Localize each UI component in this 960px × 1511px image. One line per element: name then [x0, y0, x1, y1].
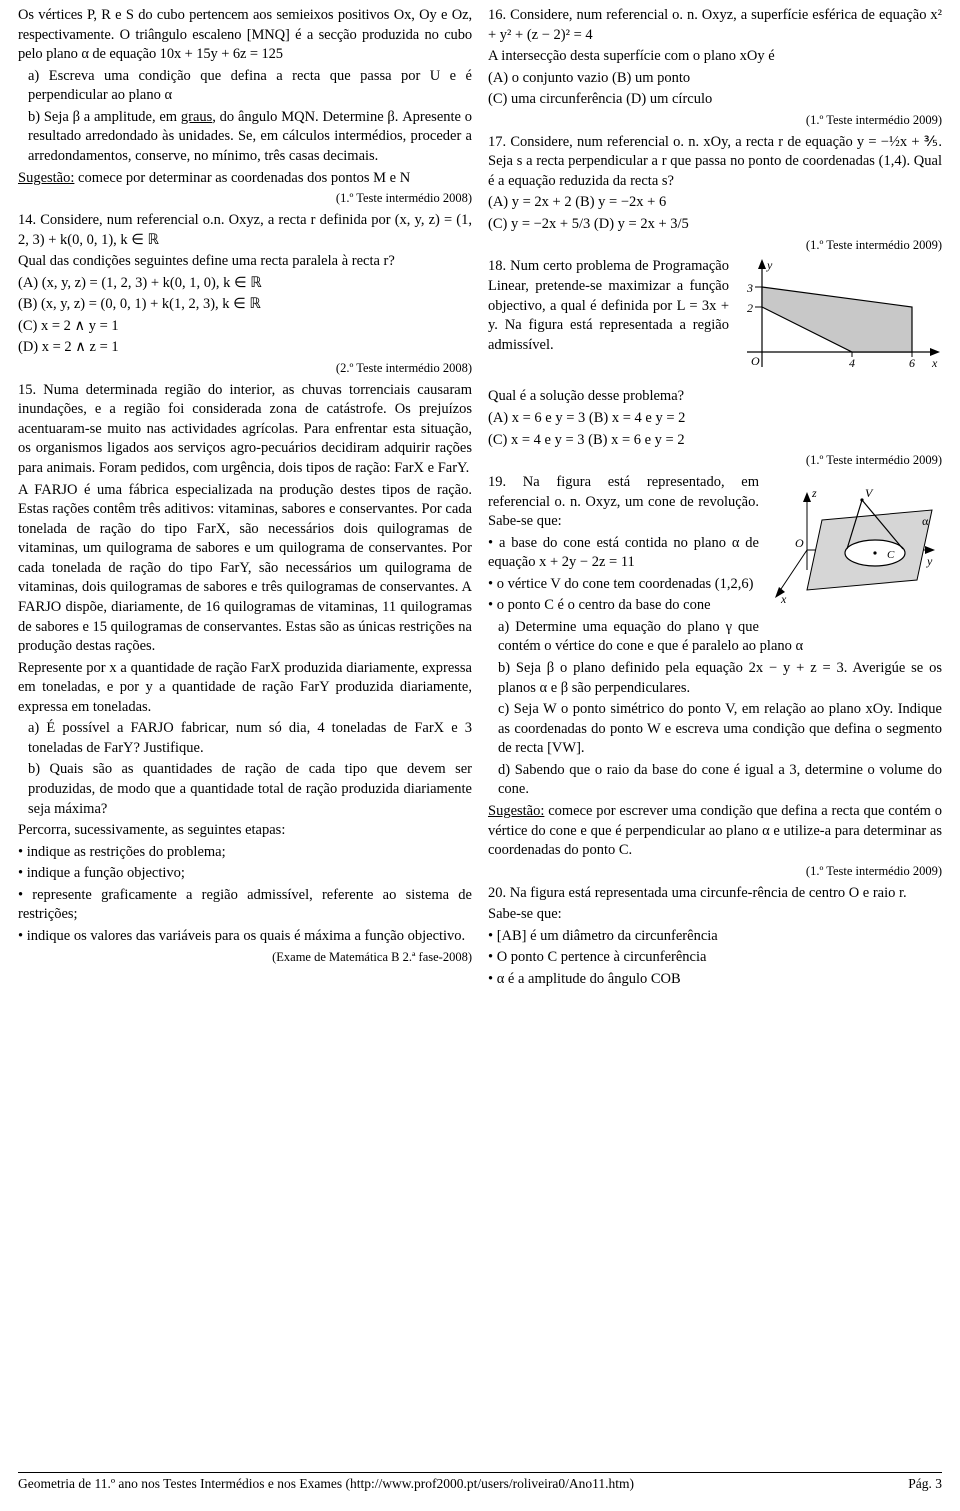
- q17-source: (1.º Teste intermédio 2009): [488, 237, 942, 254]
- q17-A: (A) y = 2x + 2 (B) y = −2x + 6: [488, 193, 942, 213]
- q15-p3: Represente por x a quantidade de ração F…: [18, 659, 472, 718]
- q18-q: Qual é a solução desse problema?: [488, 387, 942, 407]
- q19-i: Sugestão: comece por escrever uma condiç…: [488, 802, 942, 861]
- q19-figure: z y x O α C V: [767, 475, 942, 620]
- svg-text:y: y: [926, 554, 933, 568]
- q18-A: (A) x = 6 e y = 3 (B) x = 4 e y = 2: [488, 409, 942, 429]
- q19-h: d) Sabendo que o raio da base do cone é …: [498, 761, 942, 800]
- q15-e4: • indique os valores das variáveis para …: [18, 927, 472, 947]
- q18-figure: 3 2 O 4 6 x y: [737, 257, 942, 387]
- sug-text: comece por determinar as coordenadas dos…: [74, 170, 410, 186]
- q13-b: b) Seja β a amplitude, em graus, do ângu…: [28, 108, 472, 167]
- q13-source: (1.º Teste intermédio 2008): [18, 190, 472, 207]
- q18-body: 18. Num certo problema de Programação Li…: [488, 258, 729, 352]
- left-column: Os vértices P, R e S do cubo pertencem a…: [18, 6, 472, 991]
- q14-D: (D) x = 2 ∧ z = 1: [18, 338, 472, 358]
- q16-b: A intersecção desta superfície com o pla…: [488, 47, 942, 67]
- svg-text:6: 6: [909, 356, 915, 370]
- q19-sug-text: comece por escrever uma condição que def…: [488, 803, 942, 858]
- svg-text:x: x: [780, 592, 787, 606]
- q15-e1: • indique as restrições do problema;: [18, 843, 472, 863]
- q18-text: 18. Num certo problema de Programação Li…: [488, 257, 729, 387]
- q14: 14. Considere, num referencial o.n. Oxyz…: [18, 211, 472, 250]
- q18-source: (1.º Teste intermédio 2009): [488, 452, 942, 469]
- q19-e: a) Determine uma equação do plano γ que …: [498, 618, 942, 657]
- q16-c: (A) o conjunto vazio (B) um ponto: [488, 69, 942, 89]
- q17-B: (C) y = −2x + 5/3 (D) y = 2x + 3/5: [488, 215, 942, 235]
- q18-B: (C) x = 4 e y = 3 (B) x = 6 e y = 2: [488, 431, 942, 451]
- q15-e2: • indique a função objectivo;: [18, 864, 472, 884]
- q14-source: (2.º Teste intermédio 2008): [18, 360, 472, 377]
- q15-b: b) Quais são as quantidades de ração de …: [28, 760, 472, 819]
- q19-block: z y x O α C V 19. N: [488, 473, 942, 880]
- svg-text:2: 2: [747, 301, 753, 315]
- svg-text:α: α: [922, 514, 929, 528]
- q14-q: Qual das condições seguintes define uma …: [18, 252, 472, 272]
- q14-C: (C) x = 2 ∧ y = 1: [18, 317, 472, 337]
- svg-text:y: y: [766, 258, 773, 272]
- svg-text:O: O: [751, 354, 760, 368]
- q15-e3: • represente graficamente a região admis…: [18, 886, 472, 925]
- q19-g: c) Seja W o ponto simétrico do ponto V, …: [498, 700, 942, 759]
- q20-b: Sabe-se que:: [488, 905, 942, 925]
- q13-intro: Os vértices P, R e S do cubo pertencem a…: [18, 6, 472, 65]
- q14-B: (B) (x, y, z) = (0, 0, 1) + k(1, 2, 3), …: [18, 295, 472, 315]
- q13b-pre: b) Seja β a amplitude, em: [28, 109, 181, 125]
- q15-p2: A FARJO é uma fábrica especializada na p…: [18, 481, 472, 657]
- page-footer: Geometria de 11.º ano nos Testes Intermé…: [18, 1472, 942, 1493]
- footer-left: Geometria de 11.º ano nos Testes Intermé…: [18, 1475, 634, 1493]
- q15-perc: Percorra, sucessivamente, as seguintes e…: [18, 821, 472, 841]
- right-column: 16. Considere, num referencial o. n. Oxy…: [488, 6, 942, 991]
- q20-e: • α é a amplitude do ângulo COB: [488, 970, 942, 990]
- q16-source: (1.º Teste intermédio 2009): [488, 112, 942, 129]
- q19-f: b) Seja β o plano definido pela equação …: [498, 659, 942, 698]
- q15-p1: 15. Numa determinada região do interior,…: [18, 381, 472, 479]
- q20-c: • [AB] é um diâmetro da circunferência: [488, 927, 942, 947]
- q16-a: 16. Considere, num referencial o. n. Oxy…: [488, 6, 942, 45]
- q13-a: a) Escreva uma condição que defina a rec…: [28, 67, 472, 106]
- footer-right: Pág. 3: [908, 1475, 942, 1493]
- q20-a: 20. Na figura está representada uma circ…: [488, 884, 942, 904]
- q16-d: (C) uma circunferência (D) um círculo: [488, 90, 942, 110]
- q19-sug-label: Sugestão:: [488, 803, 544, 819]
- q19-source: (1.º Teste intermédio 2009): [488, 863, 942, 880]
- svg-text:4: 4: [849, 356, 855, 370]
- svg-text:3: 3: [746, 281, 753, 295]
- q20-d: • O ponto C pertence à circunferência: [488, 948, 942, 968]
- sug-label: Sugestão:: [18, 170, 74, 186]
- q13-sug: Sugestão: comece por determinar as coord…: [18, 169, 472, 189]
- q17-a: 17. Considere, num referencial o. n. xOy…: [488, 133, 942, 192]
- svg-text:O: O: [795, 536, 804, 550]
- svg-text:z: z: [811, 486, 817, 500]
- svg-text:C: C: [887, 549, 895, 561]
- q18-block: 18. Num certo problema de Programação Li…: [488, 257, 942, 387]
- svg-text:V: V: [865, 486, 874, 500]
- q14-A: (A) (x, y, z) = (1, 2, 3) + k(0, 1, 0), …: [18, 274, 472, 294]
- q15-source: (Exame de Matemática B 2.ª fase-2008): [18, 949, 472, 966]
- svg-text:x: x: [931, 356, 938, 370]
- q15-a: a) É possível a FARJO fabricar, num só d…: [28, 719, 472, 758]
- q13b-graus: graus: [181, 109, 212, 125]
- page-columns: Os vértices P, R e S do cubo pertencem a…: [18, 0, 942, 991]
